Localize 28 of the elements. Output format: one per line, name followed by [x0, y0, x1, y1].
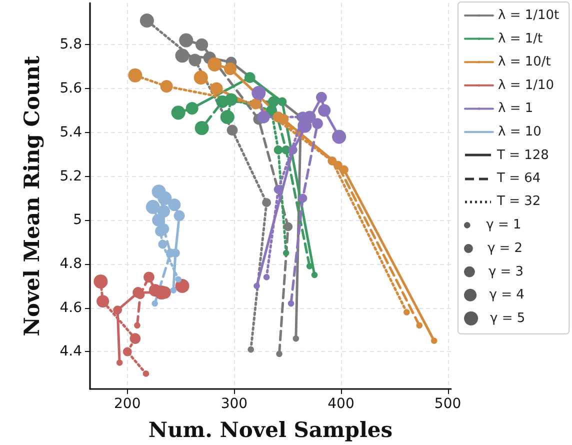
x-axis-title: Num. Novel Samples [148, 417, 393, 442]
y-axis-title: Novel Mean Ring Count [19, 55, 44, 336]
y-tick-label: 5.8 [60, 36, 82, 53]
legend-label: γ = 5 [490, 310, 526, 326]
x-tick-label: 500 [434, 396, 462, 412]
legend-label: λ = 10/t [498, 54, 551, 70]
text: T = 32 [497, 194, 541, 210]
legend-label: γ = 4 [489, 288, 524, 303]
text: T = 64 [497, 171, 541, 186]
y-tick-label: 4.4 [60, 344, 82, 360]
y-tick-label: 5.2 [60, 168, 82, 184]
y-tick-label: 5.6 [60, 80, 82, 97]
x-tick-label: 400 [328, 396, 354, 412]
legend-label: λ = 1/t [498, 31, 543, 46]
y-tick-label: 5.4 [60, 124, 82, 140]
legend-label: λ = 10 [498, 124, 542, 140]
y-tick-label: 4.6 [60, 300, 82, 316]
x-tick-label: 200 [114, 396, 141, 412]
legend-label: λ = 1/10t [498, 8, 560, 23]
y-tick-label: 4.8 [60, 256, 82, 272]
x-tick-label: 300 [220, 396, 248, 412]
text: T = 128 [497, 148, 549, 163]
legend-label: γ = 2 [487, 241, 523, 256]
legend-label: γ = 3 [488, 264, 524, 280]
legend-label: λ = 1 [498, 101, 534, 116]
y-tick-label: 5 [73, 212, 82, 228]
legend-label: γ = 1 [486, 218, 522, 233]
legend-label: λ = 1/10 [498, 78, 554, 93]
